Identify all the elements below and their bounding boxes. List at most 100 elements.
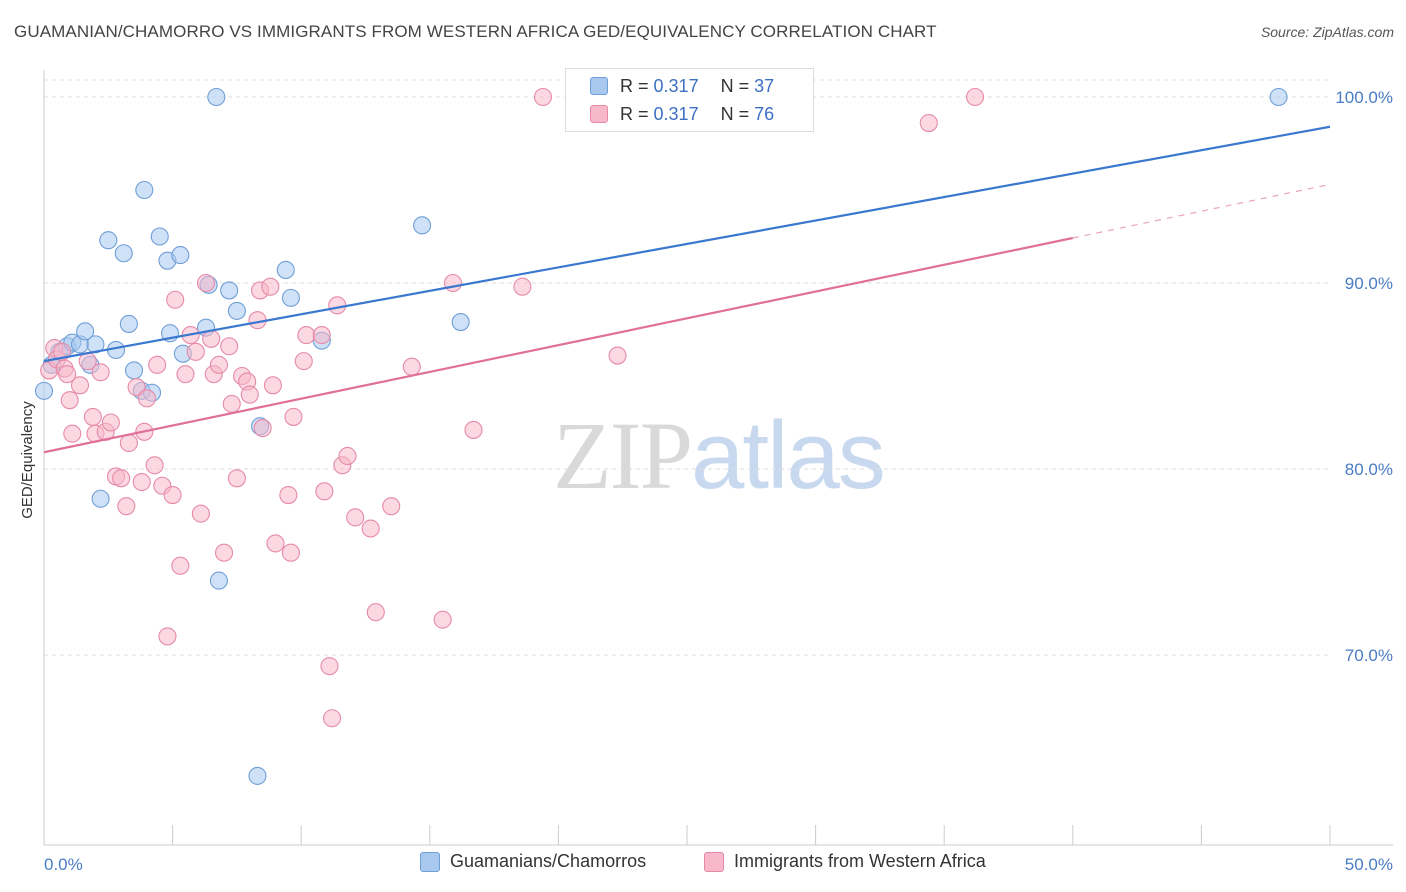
point-western-africa (227, 469, 246, 488)
point-western-africa (191, 504, 210, 523)
point-western-africa (145, 456, 164, 475)
bottom-legend-label-guamanian: Guamanians/Chamorros (450, 851, 647, 871)
y-tick-label: 70.0% (1345, 646, 1393, 665)
point-western-africa (464, 420, 483, 439)
point-western-africa (240, 385, 259, 404)
point-western-africa (294, 352, 313, 371)
point-guamanian (281, 288, 300, 307)
legend-n-label: N = (720, 103, 750, 124)
correlation-legend: R = 0.317 N = 37 R = 0.317 N = 76 (565, 68, 814, 132)
trendline-guamanian (43, 125, 1331, 363)
legend-n-label: N = (720, 75, 750, 96)
point-western-africa (83, 407, 102, 426)
point-western-africa (346, 508, 365, 527)
point-western-africa (148, 355, 167, 374)
point-guamanian (34, 381, 54, 400)
point-guamanian (91, 489, 110, 508)
point-guamanian (276, 260, 295, 280)
point-guamanian (1269, 87, 1288, 107)
point-western-africa (119, 433, 138, 453)
zipatlas-watermark: ZIPatlas (553, 400, 886, 511)
point-western-africa (323, 709, 342, 728)
point-western-africa (209, 355, 228, 374)
point-western-africa (112, 469, 131, 488)
point-western-africa (297, 326, 316, 345)
point-western-africa (966, 87, 985, 107)
point-guamanian (171, 246, 190, 265)
bottom-legend-swatch-guamanian (420, 851, 440, 872)
point-western-africa (117, 497, 136, 516)
point-western-africa (101, 413, 120, 432)
point-western-africa (608, 346, 627, 365)
point-western-africa (338, 446, 357, 466)
bottom-legend-swatch-western-africa (704, 851, 724, 872)
legend-row-western-africa: R = 0.317 N = 76 (590, 102, 774, 126)
point-western-africa (91, 363, 110, 382)
y-tick-label: 90.0% (1345, 274, 1393, 293)
point-western-africa (919, 113, 938, 133)
point-western-africa (315, 482, 334, 501)
point-guamanian (227, 301, 246, 320)
point-guamanian (150, 227, 169, 246)
point-western-africa (320, 657, 339, 676)
point-western-africa (263, 376, 282, 395)
point-western-africa (58, 365, 77, 384)
legend-r-value: 0.317 (653, 103, 699, 124)
point-western-africa (158, 627, 177, 646)
legend-swatch-western-africa (590, 105, 608, 123)
point-western-africa (186, 342, 205, 361)
point-western-africa (163, 485, 182, 505)
point-western-africa (132, 472, 151, 492)
point-guamanian (76, 322, 95, 341)
point-western-africa (279, 485, 298, 505)
watermark-zip: ZIP (553, 402, 693, 509)
point-western-africa (60, 391, 79, 410)
bottom-legend-guamanian: Guamanians/Chamorros (420, 851, 646, 872)
source-label: Source: ZipAtlas.com (1260, 24, 1394, 40)
point-western-africa (253, 419, 272, 438)
point-guamanian (220, 281, 239, 300)
point-western-africa (171, 556, 190, 575)
point-guamanian (124, 361, 144, 380)
point-western-africa (402, 357, 421, 376)
point-western-africa (266, 534, 285, 553)
x-tick-label-max: 50.0% (1345, 855, 1393, 874)
chart-title: GUAMANIAN/CHAMORRO VS IMMIGRANTS FROM WE… (14, 22, 937, 41)
point-guamanian (413, 216, 432, 235)
point-western-africa (220, 337, 239, 356)
point-guamanian (99, 231, 118, 250)
point-western-africa (166, 290, 185, 309)
point-western-africa (127, 378, 146, 397)
point-guamanian (451, 313, 470, 332)
point-western-africa (433, 610, 452, 629)
point-western-africa (70, 376, 90, 395)
y-tick-label: 80.0% (1345, 460, 1393, 479)
legend-n-value: 76 (754, 103, 775, 124)
point-guamanian (209, 571, 228, 590)
bottom-legend-western-africa: Immigrants from Western Africa (704, 851, 986, 872)
legend-r-label: R = (620, 103, 649, 124)
point-western-africa (222, 394, 241, 413)
point-western-africa (382, 497, 401, 516)
y-axis-label: GED/Equivalency (19, 401, 36, 519)
bottom-legend-label-western-africa: Immigrants from Western Africa (734, 851, 986, 871)
point-western-africa (63, 424, 82, 443)
point-guamanian (248, 766, 267, 785)
point-western-africa (366, 603, 385, 622)
y-tick-label: 100.0% (1335, 88, 1393, 107)
point-western-africa (443, 273, 462, 293)
point-western-africa (261, 277, 280, 296)
point-western-africa (176, 365, 195, 384)
point-western-africa (137, 389, 156, 408)
point-western-africa (281, 543, 300, 562)
trendline-western-africa (43, 236, 1074, 454)
point-guamanian (135, 180, 154, 200)
point-guamanian (119, 314, 138, 333)
trendline-western-africa-extension (1072, 183, 1331, 239)
legend-n-value: 37 (754, 75, 775, 96)
point-guamanian (207, 87, 226, 107)
point-guamanian (114, 244, 133, 263)
point-western-africa (214, 543, 234, 562)
legend-row-guamanian: R = 0.317 N = 37 (590, 74, 774, 98)
x-tick-label-min: 0.0% (44, 855, 83, 874)
